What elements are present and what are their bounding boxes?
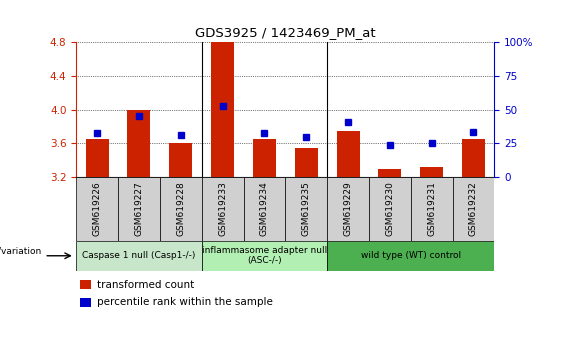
Text: wild type (WT) control: wild type (WT) control bbox=[360, 251, 461, 260]
Text: GSM619228: GSM619228 bbox=[176, 182, 185, 236]
Text: transformed count: transformed count bbox=[97, 280, 194, 290]
Bar bbox=[285, 177, 327, 241]
Title: GDS3925 / 1423469_PM_at: GDS3925 / 1423469_PM_at bbox=[195, 25, 376, 39]
Text: inflammasome adapter null
(ASC-/-): inflammasome adapter null (ASC-/-) bbox=[202, 246, 327, 266]
Text: GSM619230: GSM619230 bbox=[385, 181, 394, 236]
Bar bbox=[253, 139, 276, 177]
Bar bbox=[295, 148, 318, 177]
Bar bbox=[202, 177, 244, 241]
Bar bbox=[76, 241, 202, 271]
Text: GSM619226: GSM619226 bbox=[93, 182, 102, 236]
Bar bbox=[80, 298, 91, 307]
Text: genotype/variation: genotype/variation bbox=[0, 247, 42, 256]
Bar bbox=[128, 110, 150, 177]
Bar bbox=[453, 177, 494, 241]
Bar bbox=[170, 143, 192, 177]
Bar bbox=[211, 42, 234, 177]
Bar bbox=[369, 177, 411, 241]
Bar bbox=[327, 241, 494, 271]
Bar bbox=[76, 177, 118, 241]
Text: GSM619227: GSM619227 bbox=[134, 182, 144, 236]
Bar bbox=[118, 177, 160, 241]
Bar bbox=[202, 241, 327, 271]
Bar bbox=[86, 139, 108, 177]
Bar bbox=[327, 177, 369, 241]
Text: GSM619232: GSM619232 bbox=[469, 182, 478, 236]
Bar bbox=[160, 177, 202, 241]
Bar bbox=[411, 177, 453, 241]
Text: GSM619231: GSM619231 bbox=[427, 181, 436, 236]
Text: GSM619233: GSM619233 bbox=[218, 181, 227, 236]
Text: GSM619235: GSM619235 bbox=[302, 181, 311, 236]
Bar bbox=[337, 131, 359, 177]
Text: GSM619234: GSM619234 bbox=[260, 182, 269, 236]
Text: GSM619229: GSM619229 bbox=[344, 182, 353, 236]
Text: percentile rank within the sample: percentile rank within the sample bbox=[97, 297, 273, 307]
Text: Caspase 1 null (Casp1-/-): Caspase 1 null (Casp1-/-) bbox=[82, 251, 195, 260]
Bar bbox=[462, 139, 485, 177]
Bar bbox=[80, 280, 91, 289]
Bar bbox=[244, 177, 285, 241]
Bar bbox=[420, 167, 443, 177]
Bar bbox=[379, 169, 401, 177]
